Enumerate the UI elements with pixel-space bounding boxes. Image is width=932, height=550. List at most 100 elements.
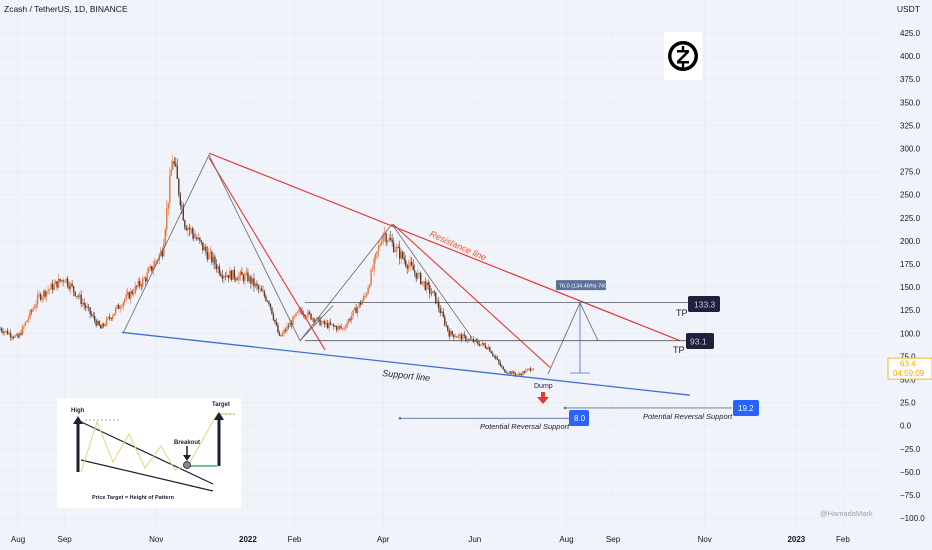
price-tick-label: 425.0 <box>900 29 921 38</box>
candle-body <box>331 324 333 326</box>
candle-body <box>197 237 200 240</box>
candle-body <box>454 336 456 338</box>
candle-body <box>275 322 278 326</box>
candle-body <box>289 322 291 327</box>
candle-body <box>398 247 401 259</box>
candle-body <box>27 317 30 321</box>
candle-body <box>226 275 228 277</box>
candle-body <box>96 320 99 326</box>
candle-body <box>529 368 532 371</box>
candle-body <box>395 247 398 252</box>
candle-body <box>435 292 437 304</box>
candle-body <box>53 283 55 290</box>
candle-body <box>257 285 260 289</box>
candle-body <box>114 308 117 314</box>
candle-body <box>80 294 82 304</box>
candle-body <box>39 294 42 300</box>
candle-body <box>199 237 201 241</box>
candle-body <box>445 324 447 326</box>
candle-body <box>154 261 156 267</box>
candle-body <box>450 331 452 337</box>
candle-body <box>400 251 402 259</box>
price-tick-label: 325.0 <box>900 121 921 130</box>
candle-body <box>32 308 34 312</box>
candle-body <box>481 342 484 345</box>
last-price-tag <box>887 357 932 380</box>
candle-body <box>187 227 189 230</box>
candle-body <box>401 251 404 259</box>
candle-body <box>242 275 245 281</box>
candle-body <box>426 282 428 290</box>
candle-body <box>146 272 148 282</box>
candle-body <box>247 272 249 282</box>
candle-body <box>38 294 40 296</box>
price-tick-label: −75.0 <box>900 491 921 500</box>
candle-body <box>75 296 78 297</box>
candle-body <box>239 271 242 276</box>
candle-body <box>253 278 255 287</box>
candle-body <box>175 163 177 166</box>
candle-body <box>113 313 115 316</box>
candle-body <box>214 256 216 265</box>
candle-body <box>262 290 264 292</box>
candle-body <box>0 328 3 332</box>
candle-body <box>335 326 338 330</box>
candle-body <box>42 290 45 297</box>
candle-body <box>18 333 21 338</box>
candle-body <box>268 301 270 304</box>
candle-body <box>196 237 198 240</box>
candle-body <box>298 309 300 312</box>
time-tick-label: Nov <box>149 535 163 544</box>
candle-body <box>245 272 248 275</box>
candle-body <box>232 269 234 280</box>
candle-body <box>0 328 1 330</box>
candle-body <box>424 281 426 290</box>
candle-body <box>184 220 186 228</box>
candle-body <box>281 333 284 337</box>
support-box-1 <box>569 410 589 426</box>
candle-body <box>15 334 18 336</box>
candle-body <box>17 334 19 338</box>
candle-body <box>349 319 351 321</box>
candle-body <box>160 250 162 255</box>
candle-body <box>158 254 160 260</box>
symbol-title: Zcash / TetherUS, 1D, BINANCE <box>4 4 128 14</box>
candle-body <box>277 325 279 333</box>
candle-body <box>489 347 491 352</box>
candle-body <box>263 291 266 297</box>
price-tick-label: 225.0 <box>900 214 921 223</box>
candle-body <box>236 279 239 281</box>
grid <box>0 0 885 530</box>
candle-body <box>397 247 399 249</box>
candle-body <box>206 251 209 260</box>
candle-body <box>166 207 168 230</box>
candle-body <box>272 314 275 320</box>
candle-body <box>286 326 288 331</box>
time-tick-label: Feb <box>288 535 302 544</box>
candle-body <box>122 302 124 307</box>
candle-body <box>350 315 353 321</box>
candle-body <box>407 265 410 269</box>
candle-body <box>406 265 408 269</box>
time-tick-label: Jun <box>468 535 481 544</box>
candle-body <box>394 251 396 252</box>
candle-body <box>148 268 150 273</box>
candle-body <box>149 266 151 269</box>
candle-body <box>47 290 49 292</box>
candle-body <box>223 276 225 279</box>
candle-body <box>259 288 261 290</box>
candle-body <box>525 369 527 373</box>
candle-body <box>274 319 276 323</box>
candle-body <box>66 278 69 286</box>
candle-body <box>531 369 533 371</box>
candle-body <box>460 334 462 340</box>
candle-body <box>130 291 132 299</box>
candle-body <box>346 322 348 328</box>
candle-body <box>477 341 479 344</box>
candle-body <box>9 332 12 337</box>
candle-body <box>178 178 180 195</box>
support-label: Support line <box>382 368 431 383</box>
candle-body <box>86 306 88 308</box>
candle-body <box>439 308 441 314</box>
candle-body <box>311 318 314 320</box>
